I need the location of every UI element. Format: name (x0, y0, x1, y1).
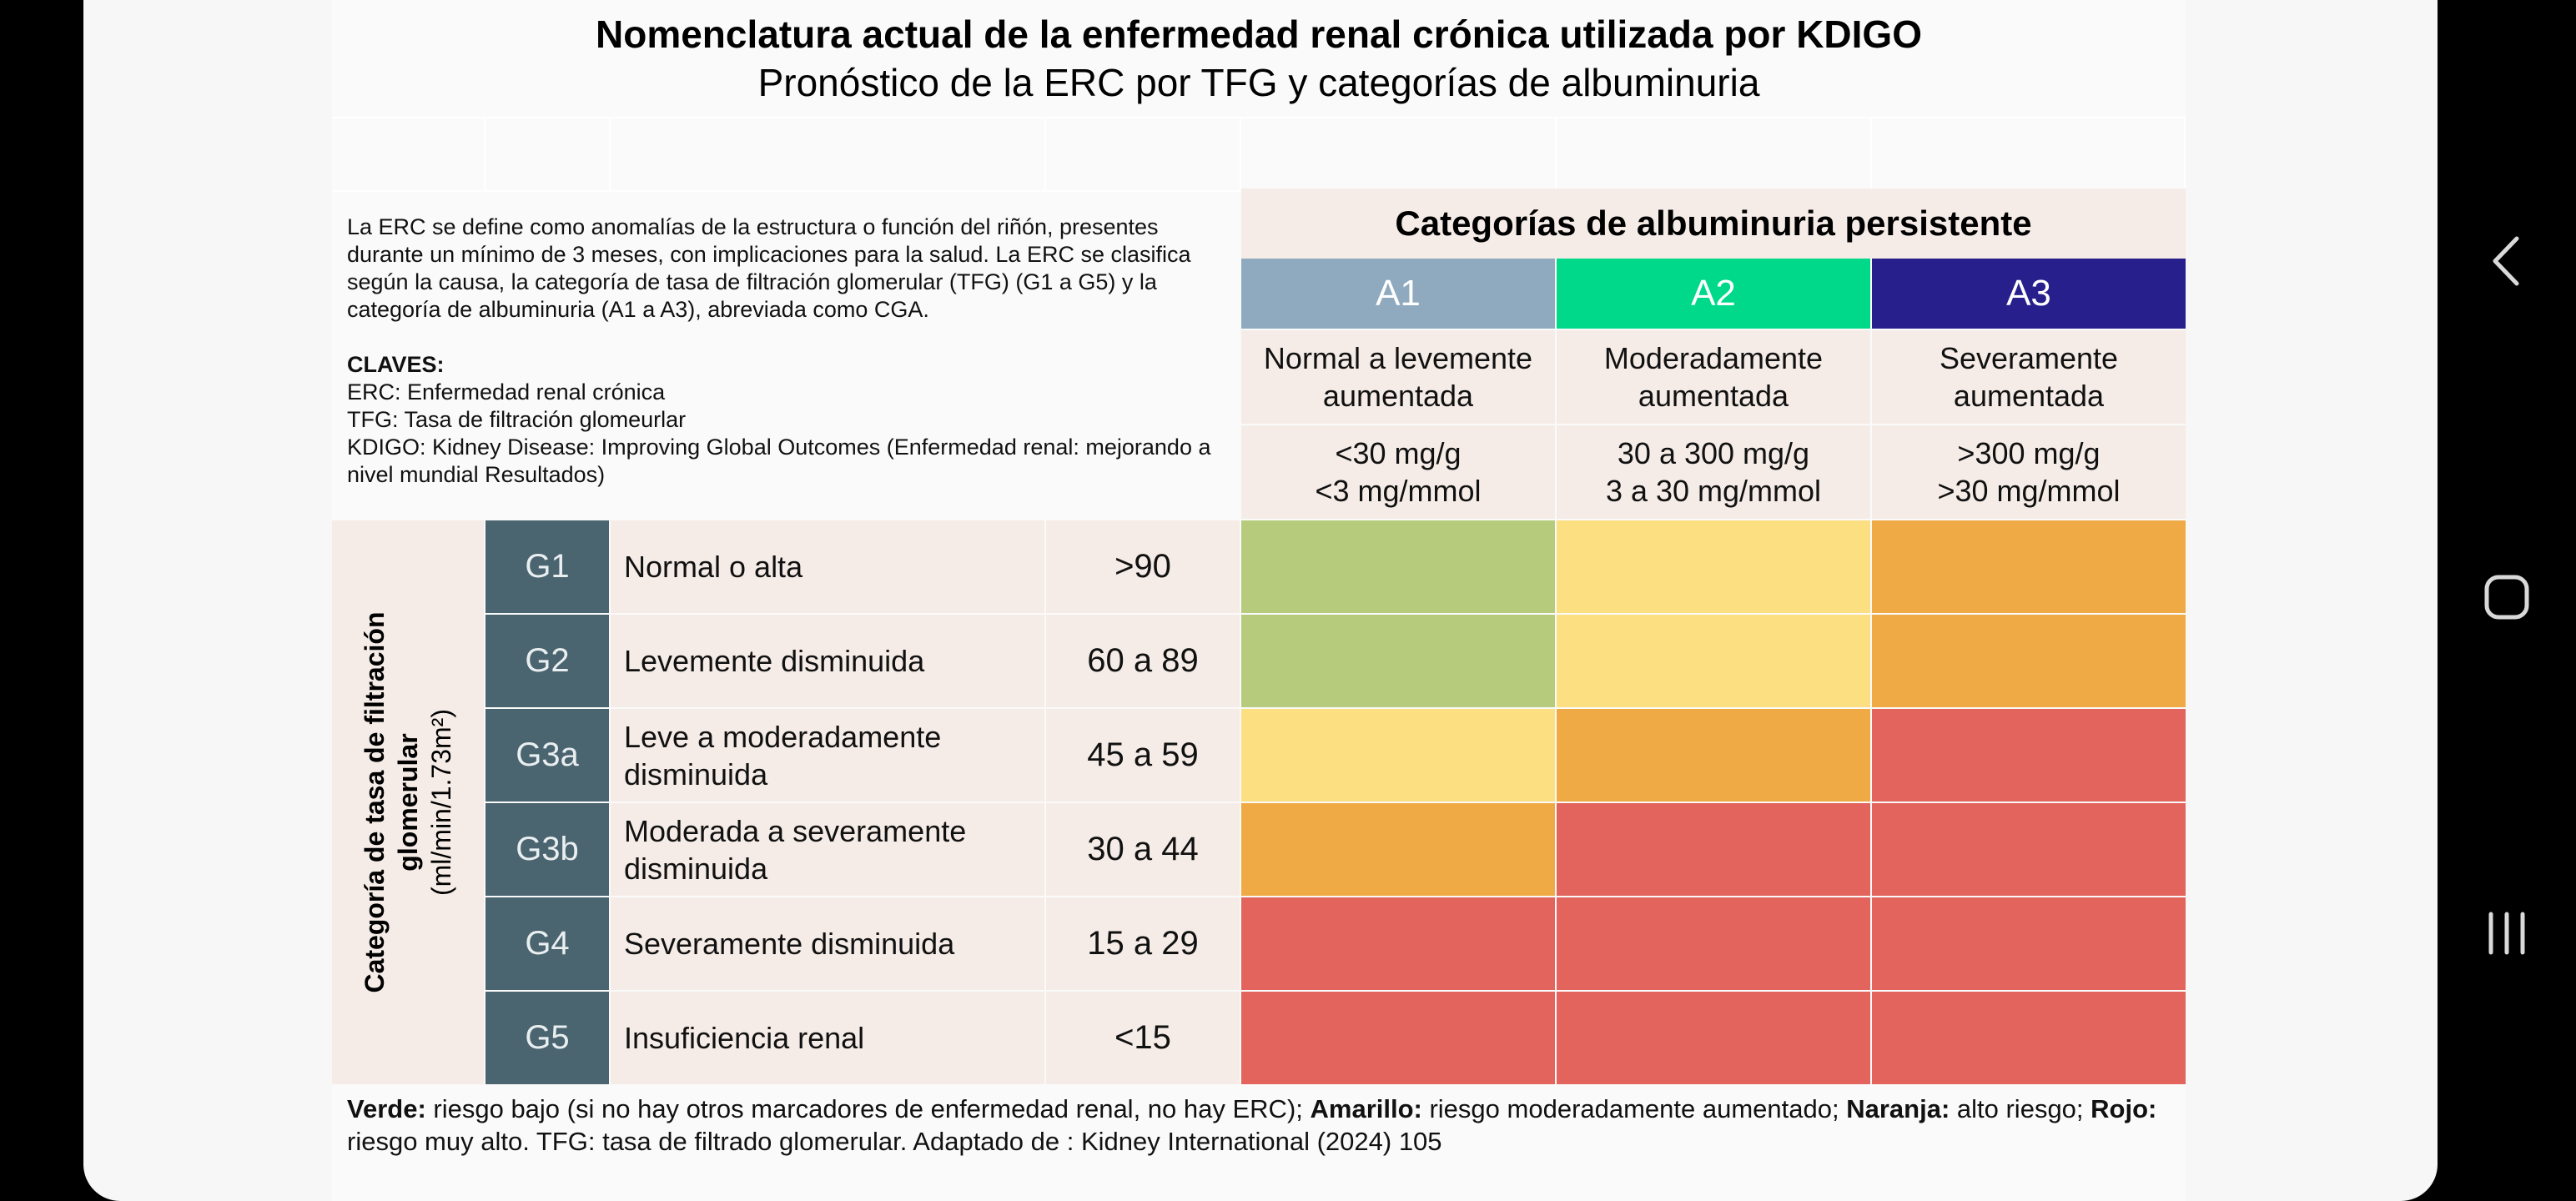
risk-cell-red (1557, 803, 1870, 896)
legend-red-text: riesgo muy alto. TFG: tasa de filtrado g… (347, 1127, 1442, 1156)
gfr-code: G1 (486, 520, 609, 613)
albuminuria-range-a1: <30 mg/g <3 mg/mmol (1241, 425, 1555, 519)
gfr-range: <15 (1046, 992, 1240, 1084)
albuminuria-range-a3: >300 mg/g >30 mg/mmol (1872, 425, 2186, 519)
gfr-code: G4 (486, 897, 609, 990)
gfr-range: 45 a 59 (1046, 709, 1240, 802)
risk-cell-red (1557, 992, 1870, 1084)
key-item: ERC: Enfermedad renal crónica (347, 379, 666, 405)
risk-cell-orange (1872, 520, 2186, 613)
kdigo-document: Nomenclatura actual de la enfermedad ren… (332, 0, 2186, 1201)
gfr-axis-unit: (ml/min/1.73m²) (426, 709, 456, 897)
legend-green-text: riesgo bajo (si no hay otros marcadores … (425, 1094, 1311, 1123)
gfr-desc: Insuficiencia renal (611, 992, 1044, 1084)
app-window: Nomenclatura actual de la enfermedad ren… (83, 0, 2438, 1201)
gfr-desc: Normal o alta (611, 520, 1044, 613)
gfr-code: G3a (486, 709, 609, 802)
risk-cell-red (1241, 897, 1555, 990)
gfr-code: G3b (486, 803, 609, 896)
risk-cell-orange (1241, 803, 1555, 896)
legend-orange-label: Naranja: (1846, 1094, 1950, 1123)
albuminuria-code-a3: A3 (1872, 259, 2186, 329)
risk-cell-red (1557, 897, 1870, 990)
blank-header-row (332, 117, 2186, 192)
albuminuria-code-a2: A2 (1557, 259, 1870, 329)
key-item: TFG: Tasa de filtración glomeurlar (347, 407, 687, 432)
risk-cell-red (1872, 992, 2186, 1084)
keys-title: CLAVES: (347, 352, 445, 377)
recents-icon[interactable] (2486, 911, 2528, 960)
gfr-code: G2 (486, 615, 609, 707)
legend-footer: Verde: riesgo bajo (si no hay otros marc… (347, 1093, 2182, 1158)
legend-red-label: Rojo: (2090, 1094, 2157, 1123)
legend-yellow-text: riesgo moderadamente aumentado; (1421, 1094, 1847, 1123)
gfr-axis-label: Categoría de tasa de filtración glomerul… (332, 520, 484, 1084)
albuminuria-desc-a2: Moderadamente aumentada (1557, 330, 1870, 424)
page-subtitle: Pronóstico de la ERC por TFG y categoría… (757, 61, 1760, 104)
risk-cell-green (1241, 520, 1555, 613)
intro-text: La ERC se define como anomalías de la es… (347, 214, 1223, 489)
gfr-range: 15 a 29 (1046, 897, 1240, 990)
legend-orange-text: alto riesgo; (1950, 1094, 2091, 1123)
page-title: Nomenclatura actual de la enfermedad ren… (596, 13, 1922, 56)
risk-cell-yellow (1241, 709, 1555, 802)
risk-cell-red (1241, 992, 1555, 1084)
albuminuria-range-a2: 30 a 300 mg/g 3 a 30 mg/mmol (1557, 425, 1870, 519)
risk-cell-orange (1557, 709, 1870, 802)
gfr-axis-title: Categoría de tasa de filtración glomerul… (360, 611, 423, 993)
legend-green-label: Verde: (347, 1094, 426, 1123)
gfr-code: G5 (486, 992, 609, 1084)
albuminuria-desc-a3: Severamente aumentada (1872, 330, 2186, 424)
risk-cell-yellow (1557, 520, 1870, 613)
gfr-range: 30 a 44 (1046, 803, 1240, 896)
key-item: KDIGO: Kidney Disease: Improving Global … (347, 435, 1211, 487)
risk-cell-red (1872, 709, 2186, 802)
risk-cell-yellow (1557, 615, 1870, 707)
gfr-desc: Leve a moderadamente disminuida (611, 709, 1044, 802)
albuminuria-code-a1: A1 (1241, 259, 1555, 329)
gfr-range: 60 a 89 (1046, 615, 1240, 707)
legend-yellow-label: Amarillo: (1310, 1094, 1422, 1123)
risk-cell-orange (1872, 615, 2186, 707)
back-icon[interactable] (2490, 235, 2520, 291)
home-icon[interactable] (2483, 574, 2530, 625)
erc-definition: La ERC se define como anomalías de la es… (347, 214, 1191, 322)
risk-cell-green (1241, 615, 1555, 707)
keys-block: CLAVES: ERC: Enfermedad renal crónica TF… (347, 351, 1223, 489)
gfr-range: >90 (1046, 520, 1240, 613)
gfr-desc: Severamente disminuida (611, 897, 1044, 990)
albuminuria-desc-a1: Normal a levemente aumentada (1241, 330, 1555, 424)
albuminuria-header: Categorías de albuminuria persistente (1241, 188, 2186, 259)
risk-cell-red (1872, 803, 2186, 896)
risk-cell-red (1872, 897, 2186, 990)
gfr-desc: Moderada a severamente disminuida (611, 803, 1044, 896)
gfr-desc: Levemente disminuida (611, 615, 1044, 707)
